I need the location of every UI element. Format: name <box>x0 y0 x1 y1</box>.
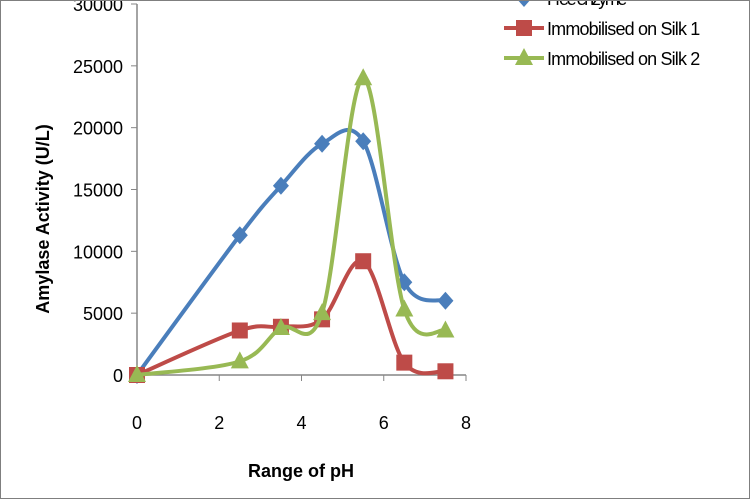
data-point-series-1 <box>355 132 372 151</box>
y-tick-label: 0 <box>113 366 123 386</box>
data-point-series-3 <box>313 303 332 321</box>
legend-label-3: Immobilised on Silk 2 <box>547 49 700 69</box>
x-tick-label: 4 <box>296 413 306 433</box>
y-tick-label: 20000 <box>73 119 123 139</box>
y-tick-label: 5000 <box>83 304 123 324</box>
legend-marker-3 <box>515 48 533 65</box>
data-point-series-3 <box>128 365 146 382</box>
y-tick-label: 10000 <box>73 242 123 262</box>
legend-label-2: Immobilised on Silk 1 <box>547 19 700 39</box>
y-tick-label: 15000 <box>73 181 123 201</box>
legend-marker-1 <box>518 1 530 7</box>
data-point-series-2 <box>355 253 372 270</box>
data-point-series-3 <box>436 320 455 338</box>
y-tick-label: 25000 <box>73 57 123 77</box>
legend-marker-2 <box>516 20 532 36</box>
x-tick-label: 2 <box>214 413 224 433</box>
x-tick-label: 0 <box>132 413 142 433</box>
x-tick-label: 6 <box>379 413 389 433</box>
data-point-series-1 <box>437 291 454 310</box>
data-point-series-1 <box>231 226 248 245</box>
data-point-series-3 <box>354 68 373 86</box>
series-line-1 <box>135 128 447 377</box>
y-axis-title: Amylase Activity (U/L) <box>33 124 53 313</box>
data-point-series-2 <box>396 354 413 371</box>
x-axis-title: Range of pH <box>248 461 354 481</box>
data-point-series-1 <box>314 134 331 153</box>
y-tick-label: 30000 <box>73 1 123 15</box>
data-point-series-2 <box>231 322 248 339</box>
series-line-3 <box>136 76 447 377</box>
data-point-series-3 <box>271 318 290 336</box>
data-point-series-1 <box>272 176 289 195</box>
data-point-series-3 <box>395 299 414 317</box>
data-point-series-2 <box>437 363 454 380</box>
x-tick-label: 8 <box>461 413 471 433</box>
legend-label-1: Free enzyme <box>547 1 627 9</box>
data-point-series-3 <box>230 351 249 369</box>
